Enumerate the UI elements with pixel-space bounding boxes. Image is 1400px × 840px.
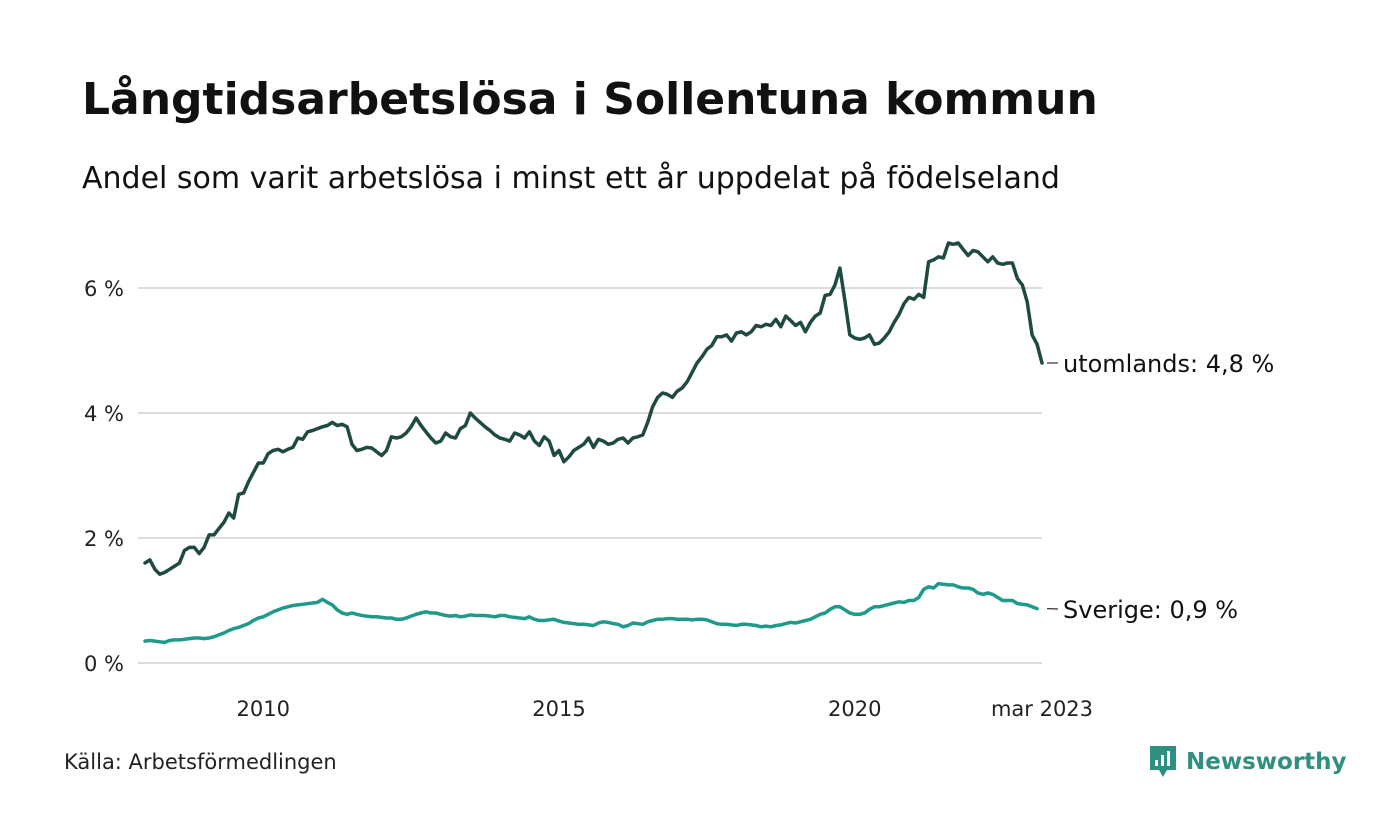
series-lines — [143, 241, 1044, 645]
series-end-label: Sverige: 0,9 % — [1063, 596, 1238, 624]
x-tick-label: 2015 — [532, 697, 585, 721]
brand-logo: Newsworthy — [1148, 744, 1347, 780]
y-tick-label: 6 % — [84, 277, 124, 301]
series-end-label: utomlands: 4,8 % — [1063, 350, 1274, 378]
axis-labels: 0 % 2 % 4 % 6 % 2010 2015 2020 mar 2023 — [84, 277, 1093, 721]
x-tick-label: mar 2023 — [991, 697, 1093, 721]
chart-subtitle: Andel som varit arbetslösa i minst ett å… — [82, 161, 1060, 196]
source-note: Källa: Arbetsförmedlingen — [64, 750, 337, 774]
x-tick-label: 2010 — [237, 697, 290, 721]
brand-name: Newsworthy — [1186, 749, 1347, 775]
chart-title: Långtidsarbetslösa i Sollentuna kommun — [82, 74, 1098, 125]
newsworthy-logo-icon — [1150, 746, 1176, 777]
gridlines — [138, 287, 1042, 664]
y-tick-label: 0 % — [84, 652, 124, 676]
series-line-utomlands — [143, 241, 1044, 577]
series-line-sverige — [143, 581, 1039, 645]
x-tick-label: 2020 — [828, 697, 881, 721]
y-tick-label: 4 % — [84, 402, 124, 426]
end-labels: utomlands: 4,8 % Sverige: 0,9 % — [1046, 350, 1274, 624]
y-tick-label: 2 % — [84, 527, 124, 551]
